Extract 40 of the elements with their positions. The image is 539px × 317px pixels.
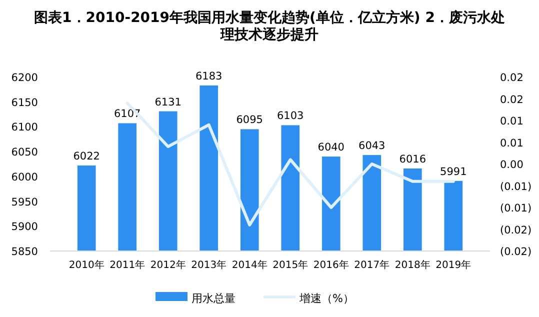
y2-tick-label: (0.02) (500, 246, 532, 258)
data-label: 6040 (318, 142, 345, 154)
x-tick-label: 2011年 (110, 259, 146, 271)
y2-tick-label: 0.00 (500, 159, 524, 171)
data-label: 6095 (236, 114, 263, 126)
y2-tick-label: 0.02 (500, 94, 524, 106)
x-tick-label: 2019年 (436, 259, 472, 271)
data-label: 6103 (277, 110, 304, 122)
legend-label: 用水总量 (192, 292, 236, 305)
y2-tick-label: 0.01 (500, 116, 524, 128)
x-tick-label: 2015年 (272, 259, 308, 271)
x-tick-label: 2010年 (68, 259, 104, 271)
y2-tick-label: (0.01) (500, 202, 532, 214)
chart-title: 图表1．2010-2019年我国用水量变化趋势(单位．亿立方米) 2．废污水处理技术逐步提升 (34, 9, 505, 43)
y-tick-label: 6050 (11, 146, 38, 159)
x-tick-label: 2012年 (150, 259, 186, 271)
x-tick-label: 2016年 (313, 259, 349, 271)
data-label: 6131 (154, 96, 182, 108)
x-tick-label: 2018年 (394, 259, 430, 271)
x-tick-label: 2013年 (191, 259, 227, 271)
data-label: 6183 (195, 70, 222, 82)
y-tick-label: 5900 (11, 221, 38, 234)
data-label: 5991 (440, 166, 467, 178)
legend-label: 增速（%） (298, 292, 354, 305)
y2-tick-label: 0.02 (500, 72, 524, 84)
data-label: 6107 (114, 108, 141, 120)
y2-tick-label: (0.01) (500, 180, 532, 193)
y-tick-label: 6000 (11, 171, 38, 184)
y2-tick-label: 0.01 (500, 137, 524, 150)
y-tick-label: 6150 (11, 96, 38, 109)
y-tick-label: 5850 (11, 246, 38, 258)
y2-tick-label: (0.02) (500, 224, 532, 236)
data-label: 6022 (73, 150, 100, 162)
x-tick-label: 2017年 (354, 259, 390, 271)
y-tick-label: 6100 (11, 122, 38, 134)
y-tick-label: 5950 (11, 196, 38, 208)
data-label: 6043 (358, 140, 386, 152)
x-tick-label: 2014年 (232, 259, 268, 271)
data-label: 6016 (399, 153, 426, 166)
y-tick-label: 6200 (11, 72, 38, 84)
